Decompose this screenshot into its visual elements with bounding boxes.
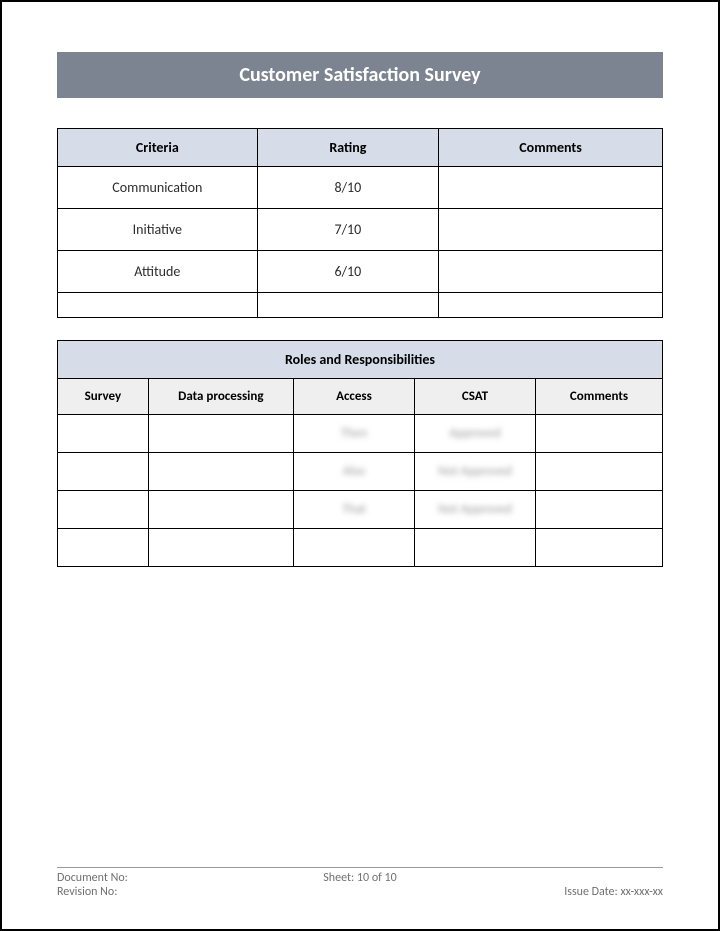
criteria-cell-name: Attitude [58, 251, 258, 293]
roles-col-comments: Comments [535, 379, 662, 415]
footer-row-1: Document No: Sheet: 10 of 10 [57, 871, 663, 885]
criteria-header-row: Criteria Rating Comments [58, 129, 663, 167]
roles-row [58, 529, 663, 567]
roles-col-access: Access [293, 379, 414, 415]
roles-table: Roles and Responsibilities Survey Data p… [57, 340, 663, 567]
roles-col-csat: CSAT [414, 379, 535, 415]
roles-cell-csat [414, 529, 535, 567]
roles-cell-access [293, 529, 414, 567]
criteria-row: Attitude 6/10 [58, 251, 663, 293]
criteria-cell-name [58, 293, 258, 318]
roles-cell-survey [58, 491, 149, 529]
roles-cell-comments [535, 453, 662, 491]
criteria-col-comments: Comments [439, 129, 663, 167]
roles-cell-comments [535, 415, 662, 453]
criteria-col-criteria: Criteria [58, 129, 258, 167]
roles-col-survey: Survey [58, 379, 149, 415]
roles-cell-data-processing [148, 491, 293, 529]
roles-banner-row: Roles and Responsibilities [58, 341, 663, 379]
roles-row: That Not Approved [58, 491, 663, 529]
roles-col-data-processing: Data processing [148, 379, 293, 415]
roles-cell-access: Also [293, 453, 414, 491]
footer-empty [461, 871, 663, 885]
roles-cell-data-processing [148, 415, 293, 453]
roles-cell-csat: Not Approved [414, 491, 535, 529]
roles-header-row: Survey Data processing Access CSAT Comme… [58, 379, 663, 415]
document-page: Customer Satisfaction Survey Criteria Ra… [0, 0, 720, 931]
criteria-col-rating: Rating [257, 129, 439, 167]
footer-empty [259, 885, 461, 899]
criteria-cell-name: Initiative [58, 209, 258, 251]
roles-cell-comments [535, 491, 662, 529]
page-footer: Document No: Sheet: 10 of 10 Revision No… [57, 867, 663, 899]
roles-cell-survey [58, 415, 149, 453]
roles-cell-csat: Approved [414, 415, 535, 453]
spacer [57, 98, 663, 128]
page-title: Customer Satisfaction Survey [57, 52, 663, 98]
roles-cell-data-processing [148, 453, 293, 491]
roles-cell-access: That [293, 491, 414, 529]
roles-cell-comments [535, 529, 662, 567]
footer-issue-date: Issue Date: xx-xxx-xx [461, 885, 663, 899]
footer-revision-no: Revision No: [57, 885, 259, 899]
roles-cell-survey [58, 529, 149, 567]
criteria-cell-rating: 7/10 [257, 209, 439, 251]
criteria-row: Initiative 7/10 [58, 209, 663, 251]
roles-cell-csat: Not Approved [414, 453, 535, 491]
footer-row-2: Revision No: Issue Date: xx-xxx-xx [57, 885, 663, 899]
spacer [57, 318, 663, 340]
criteria-cell-comments [439, 251, 663, 293]
roles-cell-data-processing [148, 529, 293, 567]
criteria-cell-comments [439, 293, 663, 318]
footer-sheet: Sheet: 10 of 10 [259, 871, 461, 885]
criteria-cell-rating: 8/10 [257, 167, 439, 209]
criteria-cell-comments [439, 209, 663, 251]
criteria-cell-rating: 6/10 [257, 251, 439, 293]
roles-row: Also Not Approved [58, 453, 663, 491]
criteria-table: Criteria Rating Comments Communication 8… [57, 128, 663, 318]
criteria-row: Communication 8/10 [58, 167, 663, 209]
criteria-cell-comments [439, 167, 663, 209]
roles-row: Then Approved [58, 415, 663, 453]
criteria-row [58, 293, 663, 318]
criteria-cell-rating [257, 293, 439, 318]
roles-cell-survey [58, 453, 149, 491]
roles-cell-access: Then [293, 415, 414, 453]
criteria-cell-name: Communication [58, 167, 258, 209]
roles-banner: Roles and Responsibilities [58, 341, 663, 379]
footer-document-no: Document No: [57, 871, 259, 885]
